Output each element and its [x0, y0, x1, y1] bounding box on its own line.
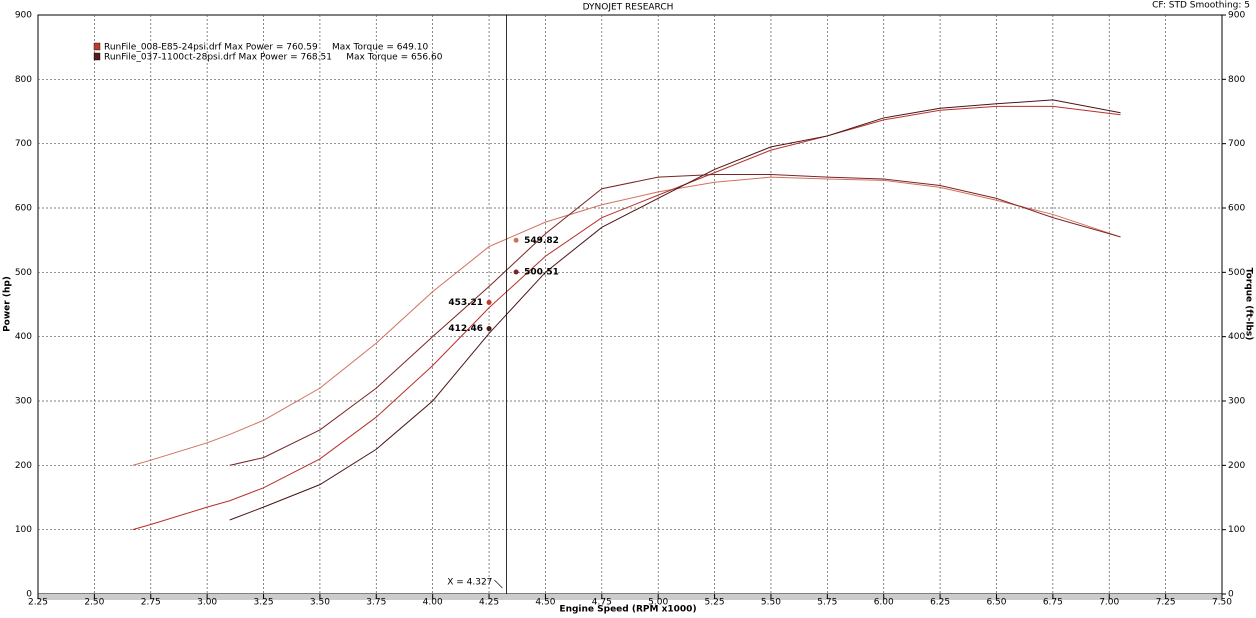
- x-tick-label: 5.00: [648, 598, 668, 608]
- marker: [486, 326, 492, 332]
- y-tick-label: 200: [15, 461, 32, 471]
- chart-subtitle: CF: STD Smoothing: 5: [1152, 1, 1250, 11]
- line: [229, 174, 1121, 466]
- x-tick-label: 6.00: [874, 598, 894, 608]
- x-tick-label: 2.50: [84, 598, 104, 608]
- y2-tick-label: 700: [1228, 139, 1245, 149]
- x-tick-label: 5.75: [817, 598, 837, 608]
- x-tick-label: 6.25: [930, 598, 950, 608]
- legend-swatch: [93, 42, 101, 51]
- y2-tick-label: 100: [1228, 525, 1245, 535]
- marker: [486, 299, 492, 305]
- x-tick-label: 7.50: [1212, 598, 1232, 608]
- y2-tick-label: 900: [1228, 11, 1245, 21]
- cursor-label: X = 4.327: [447, 578, 492, 588]
- y-tick-label: 600: [15, 204, 32, 214]
- cursor-pointer: [494, 579, 503, 589]
- x-tick-label: 6.75: [1043, 598, 1063, 608]
- marker: [513, 269, 519, 275]
- y2-tick-label: 300: [1228, 397, 1245, 407]
- x-tick-label: 4.00: [423, 598, 443, 608]
- y-tick-label: 0: [26, 590, 32, 600]
- x-tick-label: 3.50: [310, 598, 330, 608]
- y2-tick-label: 600: [1228, 204, 1245, 214]
- plot-frame: [37, 14, 1223, 595]
- line: [132, 176, 1121, 466]
- x-tick-label: 7.25: [1156, 598, 1176, 608]
- line: [229, 99, 1121, 521]
- x-tick-label: 3.00: [197, 598, 217, 608]
- x-tick-label: 4.50: [535, 598, 555, 608]
- y-tick-label: 700: [15, 139, 32, 149]
- y2-tick-label: 200: [1228, 461, 1245, 471]
- marker-label: 453.21: [448, 298, 483, 308]
- x-tick-label: 3.25: [254, 598, 274, 608]
- y2-tick-label: 400: [1228, 332, 1245, 342]
- y2-axis-label: Torque (ft-lbs): [1244, 268, 1254, 341]
- x-axis-band: [38, 594, 1222, 600]
- y-tick-label: 500: [15, 268, 32, 278]
- marker-label: 500.51: [524, 268, 559, 278]
- x-tick-label: 4.25: [479, 598, 499, 608]
- x-tick-label: 5.25: [705, 598, 725, 608]
- y-axis-label: Power (hp): [3, 276, 13, 332]
- x-tick-label: 5.50: [761, 598, 781, 608]
- x-tick-label: 7.00: [1099, 598, 1119, 608]
- marker: [513, 237, 519, 243]
- y2-tick-label: 0: [1228, 590, 1234, 600]
- y-tick-label: 800: [15, 75, 32, 85]
- legend-entry: RunFile_008-E85-24psi.drf Max Power = 76…: [104, 43, 428, 53]
- y-tick-label: 400: [15, 332, 32, 342]
- y-tick-label: 300: [15, 397, 32, 407]
- x-tick-label: 2.25: [28, 598, 48, 608]
- y2-tick-label: 500: [1228, 268, 1245, 278]
- x-tick-label: 3.75: [366, 598, 386, 608]
- x-tick-label: 6.50: [986, 598, 1006, 608]
- line: [132, 105, 1121, 531]
- y-tick-label: 900: [15, 11, 32, 21]
- legend-swatch: [93, 52, 101, 61]
- x-axis-label: Engine Speed (RPM x1000): [559, 605, 696, 615]
- marker-label: 412.46: [448, 324, 483, 334]
- legend-entry: RunFile_037-1100ct-28psi.drf Max Power =…: [104, 53, 443, 63]
- chart-title: DYNOJET RESEARCH: [583, 3, 674, 13]
- x-tick-label: 4.75: [592, 598, 612, 608]
- x-tick-label: 2.75: [141, 598, 161, 608]
- marker-label: 549.82: [524, 236, 559, 246]
- y-tick-label: 100: [15, 525, 32, 535]
- y2-tick-label: 800: [1228, 75, 1245, 85]
